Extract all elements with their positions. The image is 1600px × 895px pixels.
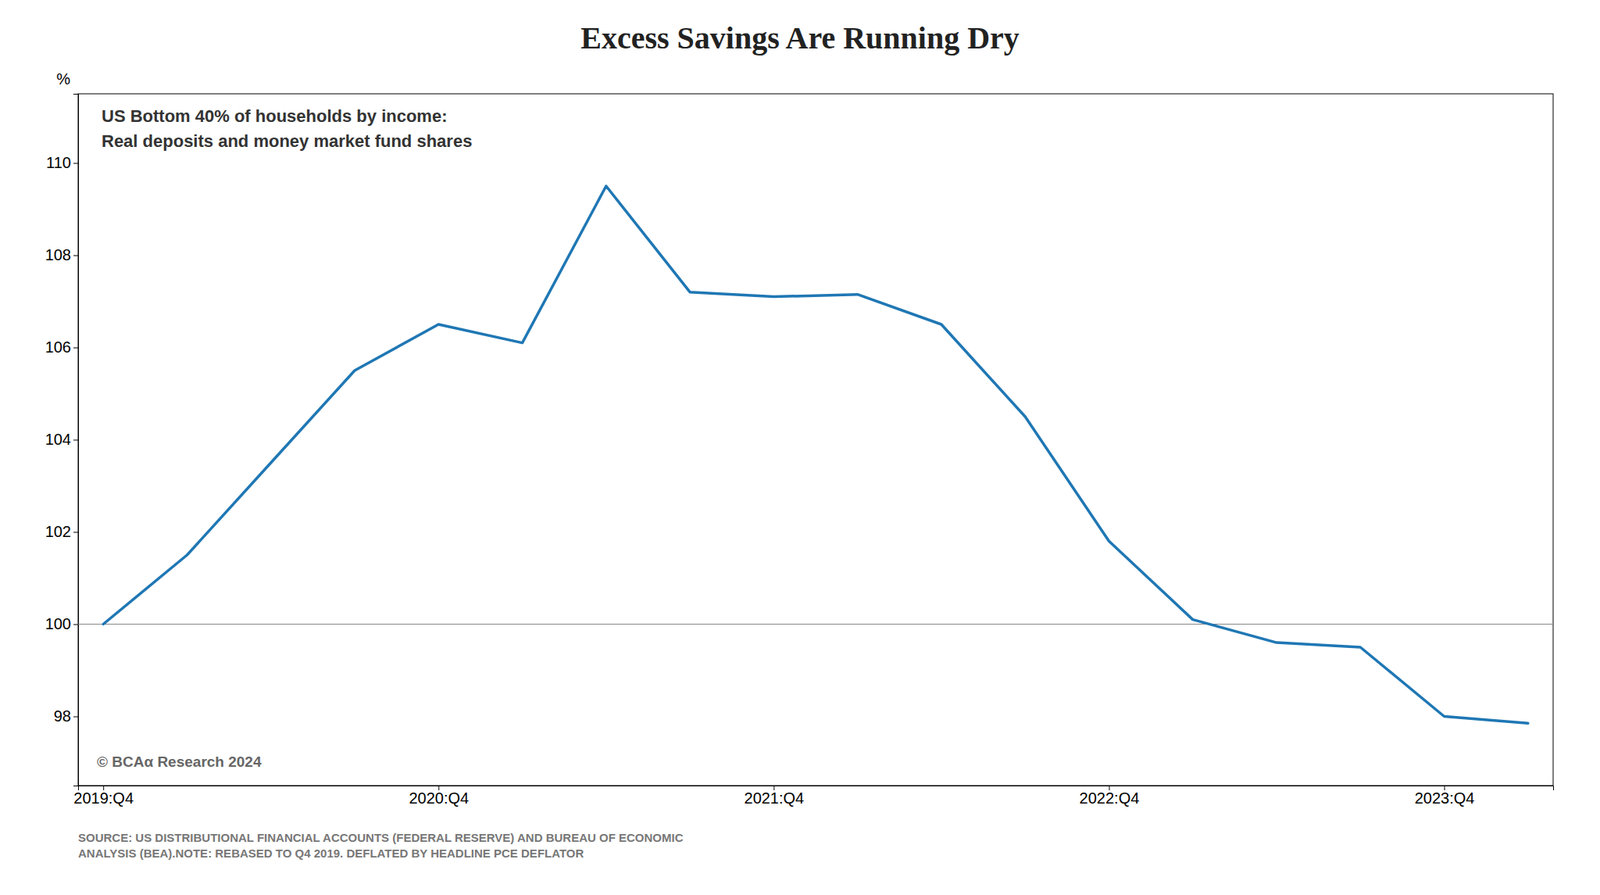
y-tick-label: 108 [45, 246, 72, 264]
y-tick-mark [73, 716, 79, 718]
y-tick-mark [73, 347, 79, 349]
y-tick: 102 [45, 522, 79, 540]
annotations: US Bottom 40% of households by income: Re… [101, 106, 472, 151]
source-line: ANALYSIS (BEA).NOTE: REBASED TO Q4 2019.… [78, 846, 584, 860]
annotation: US Bottom 40% of households by income: [101, 106, 447, 126]
y-tick: 98 [53, 707, 79, 725]
y-tick-label: 100 [45, 614, 72, 633]
source-line: SOURCE: US DISTRIBUTIONAL FINANCIAL ACCO… [78, 830, 684, 844]
x-tick: 2022:Q4 [1079, 785, 1140, 807]
x-tick: 2019:Q4 [73, 785, 134, 807]
x-tick-label: 2023:Q4 [1414, 789, 1475, 807]
y-axis: 98 100 102 104 106 108 110 [45, 94, 79, 786]
y-tick-mark [73, 163, 79, 165]
y-tick-label: 102 [45, 522, 72, 540]
y-tick: 100 [45, 614, 79, 633]
source: SOURCE: US DISTRIBUTIONAL FINANCIAL ACCO… [78, 830, 684, 860]
plot-area: 98 100 102 104 106 108 110% 2019:Q4 2020:Q4 2021:… [45, 70, 1554, 807]
reference-line [78, 623, 1554, 625]
x-tick: 2023:Q4 [1414, 785, 1475, 807]
title: Excess Savings Are Running Dry [580, 20, 1020, 56]
y-axis-line [73, 94, 79, 786]
x-axis-line [78, 785, 1554, 791]
y-tick: 108 [45, 246, 79, 264]
y-tick-mark [73, 255, 79, 257]
y-tick: 106 [45, 338, 79, 356]
x-tick-label: 2020:Q4 [408, 789, 469, 807]
x-tick-label: 2021:Q4 [743, 789, 804, 807]
copyright: © BCAα Research 2024 [96, 753, 262, 770]
plot-frame [78, 93, 1554, 786]
chart: Excess Savings Are Running Dry 98 100 102 10… [0, 0, 1600, 895]
y-tick: 110 [46, 153, 79, 172]
x-tick: 2020:Q4 [408, 785, 469, 807]
x-tick-label: 2022:Q4 [1079, 789, 1140, 807]
data-layer [78, 185, 1554, 723]
y-tick-mark [73, 624, 79, 625]
x-tick-label: 2019:Q4 [73, 789, 134, 807]
y-tick-label: 98 [53, 707, 72, 725]
x-tick: 2021:Q4 [743, 785, 804, 807]
y-tick-mark [73, 532, 79, 533]
y-axis-label: % [56, 70, 71, 88]
y-tick-label: 110 [46, 153, 72, 172]
y-tick: 104 [45, 430, 79, 448]
y-tick-label: 104 [45, 430, 72, 448]
y-tick-label: 106 [45, 338, 72, 356]
data-line [103, 185, 1529, 723]
annotation: Real deposits and money market fund shar… [101, 131, 472, 151]
y-tick-mark [73, 439, 79, 441]
x-axis: 2019:Q4 2020:Q4 2021:Q4 2022:Q4 2023:Q4 [73, 785, 1554, 807]
